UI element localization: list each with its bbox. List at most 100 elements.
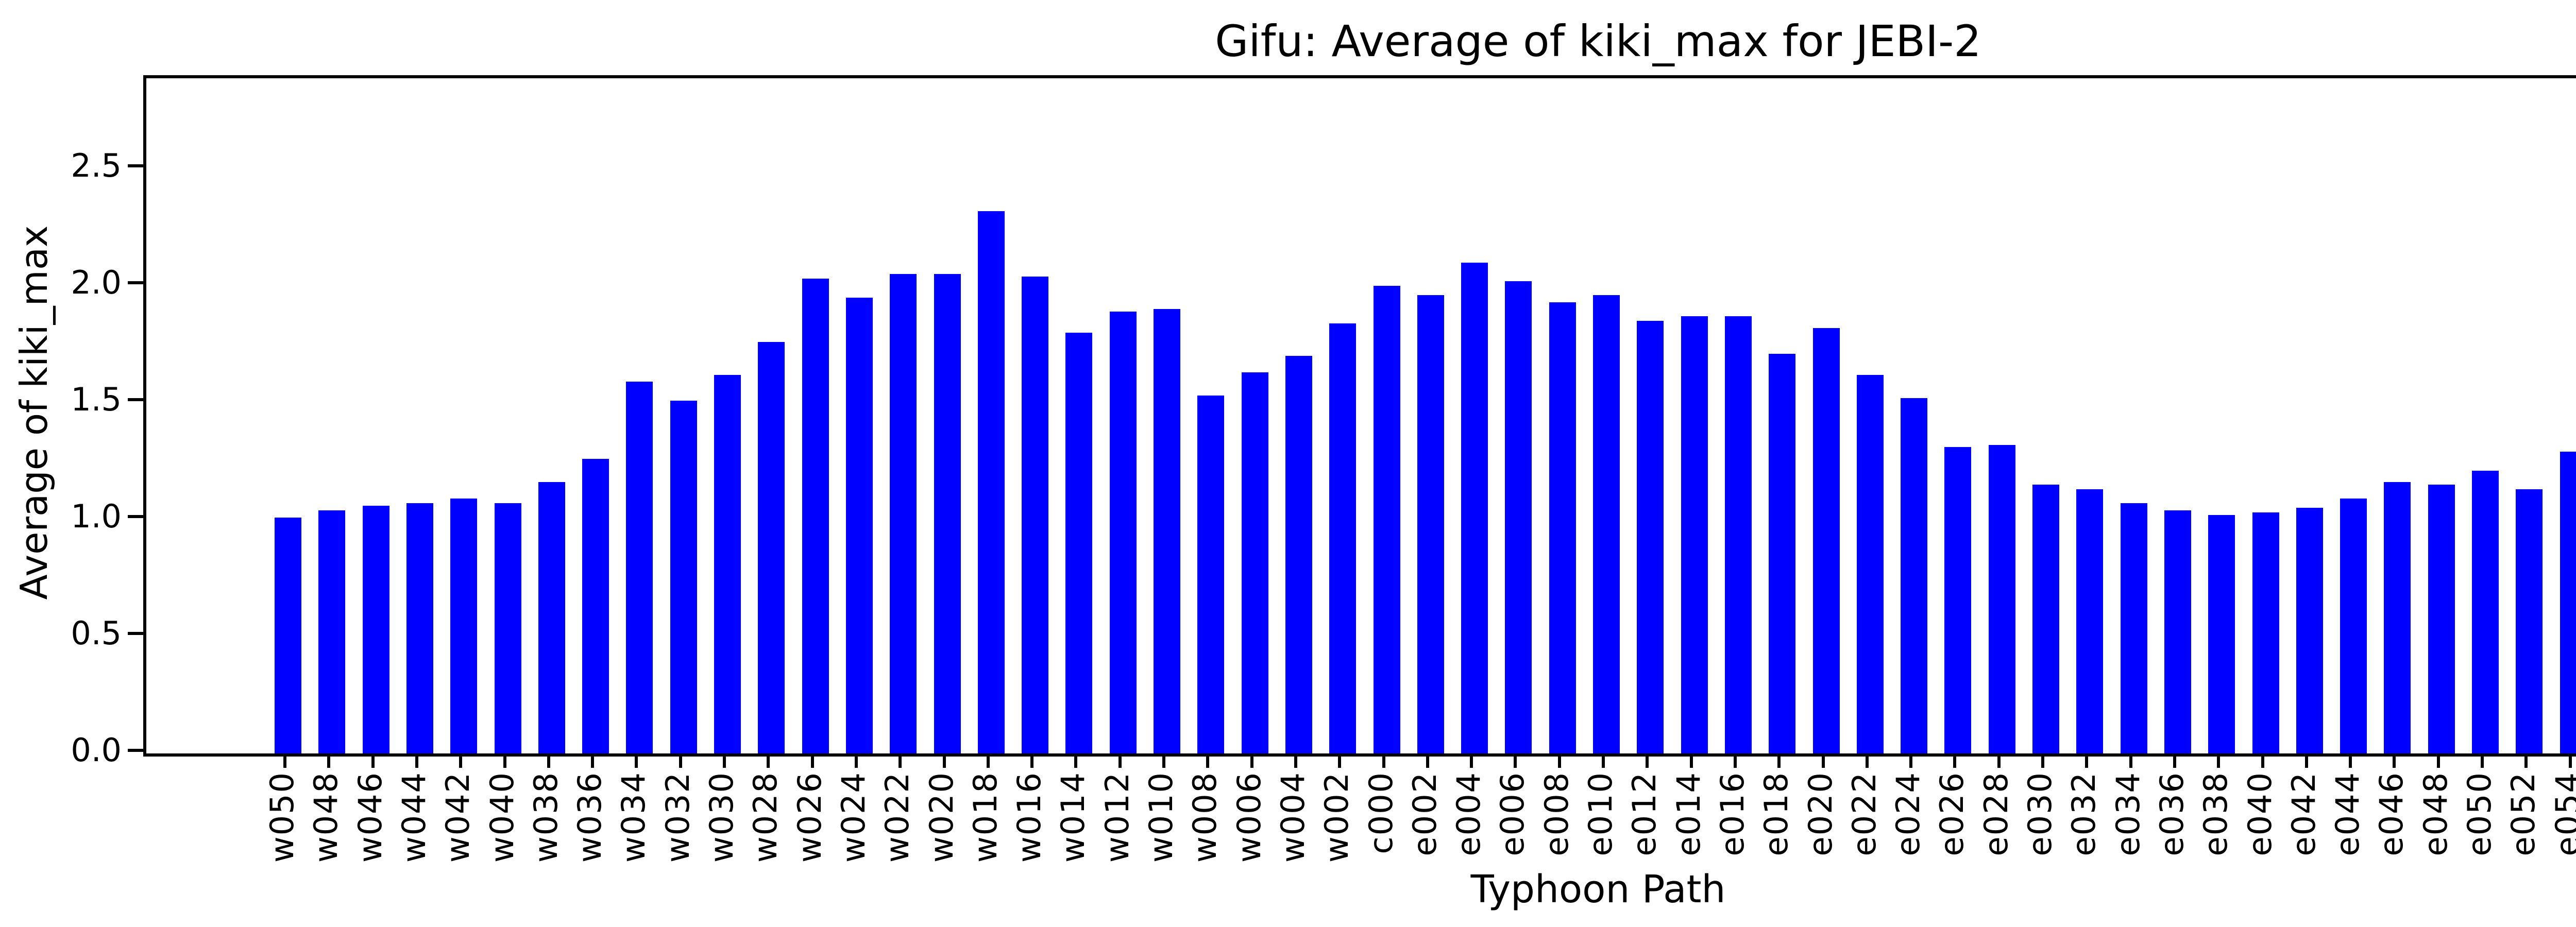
x-tick-mark-w044 — [415, 753, 418, 768]
x-tick-mark-w042 — [459, 753, 463, 768]
y-tick-label-0.5: 0.5 — [71, 614, 122, 653]
x-tick-mark-w012 — [1118, 753, 1122, 768]
x-tick-mark-w030 — [723, 753, 726, 768]
bar-e052 — [2516, 489, 2543, 753]
x-tick-label-e016: e016 — [1713, 771, 1751, 856]
bar-w044 — [406, 503, 433, 753]
bar-w026 — [802, 279, 829, 753]
x-tick-label-w010: w010 — [1142, 771, 1180, 863]
bar-c000 — [1373, 286, 1400, 753]
bar-e044 — [2340, 499, 2367, 753]
x-tick-label-e028: e028 — [1977, 771, 2015, 856]
plot-area — [143, 75, 2576, 757]
chart-title: Gifu: Average of kiki_max for JEBI-2 — [1215, 16, 1981, 66]
x-tick-mark-w024 — [854, 753, 858, 768]
x-tick-label-e042: e042 — [2284, 771, 2323, 856]
x-tick-label-w038: w038 — [527, 771, 565, 863]
y-tick-label-2.5: 2.5 — [71, 147, 122, 185]
x-tick-mark-e012 — [1646, 753, 1649, 768]
x-tick-label-w028: w028 — [747, 771, 785, 863]
bar-e020 — [1812, 328, 1840, 753]
x-tick-mark-e054 — [2568, 753, 2572, 768]
x-tick-mark-w038 — [547, 753, 550, 768]
y-tick-mark-1.5 — [128, 398, 143, 402]
bar-w028 — [758, 342, 785, 753]
x-tick-mark-w040 — [503, 753, 506, 768]
x-tick-mark-w002 — [1338, 753, 1342, 768]
bar-w036 — [582, 459, 609, 753]
x-tick-mark-w046 — [371, 753, 375, 768]
x-tick-mark-e018 — [1777, 753, 1781, 768]
x-tick-mark-w048 — [327, 753, 331, 768]
bar-e034 — [2120, 503, 2147, 753]
x-tick-label-e010: e010 — [1582, 771, 1619, 856]
bar-w020 — [934, 274, 961, 753]
x-tick-mark-e008 — [1557, 753, 1561, 768]
x-tick-mark-e032 — [2085, 753, 2089, 768]
bar-e006 — [1505, 281, 1532, 753]
bar-w048 — [318, 510, 346, 753]
x-tick-label-w044: w044 — [395, 771, 433, 863]
x-tick-label-e014: e014 — [1669, 771, 1707, 856]
bar-e046 — [2384, 482, 2411, 753]
bar-e004 — [1461, 263, 1488, 753]
bar-w010 — [1154, 309, 1180, 753]
x-tick-label-e030: e030 — [2021, 771, 2059, 856]
x-tick-label-w002: w002 — [1318, 771, 1356, 863]
bar-e010 — [1593, 295, 1620, 753]
x-tick-label-w024: w024 — [834, 771, 872, 863]
bar-e002 — [1417, 295, 1444, 753]
bar-e026 — [1944, 447, 1972, 753]
bar-w038 — [538, 482, 565, 753]
x-tick-mark-e042 — [2304, 753, 2308, 768]
x-tick-mark-e026 — [1953, 753, 1957, 768]
x-tick-label-e002: e002 — [1405, 771, 1444, 856]
bar-e014 — [1681, 316, 1708, 753]
x-tick-label-w006: w006 — [1230, 771, 1268, 863]
bar-w040 — [494, 503, 521, 753]
y-tick-mark-0.5 — [128, 632, 143, 636]
y-tick-mark-0.0 — [128, 749, 143, 752]
x-tick-mark-w018 — [986, 753, 990, 768]
x-tick-mark-e044 — [2349, 753, 2352, 768]
x-tick-label-w032: w032 — [658, 771, 697, 863]
bar-e042 — [2296, 508, 2323, 753]
x-tick-label-w008: w008 — [1186, 771, 1224, 863]
y-tick-mark-2.0 — [128, 281, 143, 285]
bar-e040 — [2252, 512, 2279, 753]
x-tick-label-w018: w018 — [966, 771, 1004, 863]
x-tick-mark-w050 — [283, 753, 286, 768]
x-tick-label-w014: w014 — [1054, 771, 1092, 863]
x-tick-label-w020: w020 — [922, 771, 960, 863]
x-axis-label: Typhoon Path — [1470, 867, 1726, 912]
x-tick-label-e024: e024 — [1889, 771, 1927, 856]
bar-e012 — [1637, 321, 1664, 753]
x-tick-mark-e038 — [2217, 753, 2221, 768]
x-tick-mark-c000 — [1382, 753, 1385, 768]
x-tick-label-e004: e004 — [1450, 771, 1488, 856]
bar-e032 — [2076, 489, 2104, 753]
bar-w034 — [626, 382, 653, 753]
x-tick-mark-e010 — [1602, 753, 1605, 768]
x-tick-mark-e040 — [2261, 753, 2264, 768]
x-tick-label-e038: e038 — [2197, 771, 2235, 856]
x-tick-mark-e030 — [2041, 753, 2044, 768]
x-tick-mark-e048 — [2436, 753, 2440, 768]
bar-w018 — [977, 211, 1005, 753]
x-tick-label-w046: w046 — [351, 771, 389, 863]
x-tick-mark-w016 — [1030, 753, 1034, 768]
bar-e022 — [1856, 375, 1884, 753]
x-tick-mark-w006 — [1250, 753, 1253, 768]
bar-w042 — [450, 499, 478, 753]
bar-w024 — [845, 298, 873, 753]
x-tick-label-e020: e020 — [1801, 771, 1839, 856]
bar-w004 — [1285, 356, 1312, 753]
x-tick-mark-w028 — [767, 753, 770, 768]
x-tick-label-w048: w048 — [307, 771, 345, 863]
x-tick-label-e046: e046 — [2372, 771, 2411, 856]
x-tick-label-e048: e048 — [2416, 771, 2454, 856]
bar-e028 — [1988, 445, 2015, 753]
x-tick-label-w036: w036 — [571, 771, 609, 863]
x-tick-label-w042: w042 — [439, 771, 477, 863]
